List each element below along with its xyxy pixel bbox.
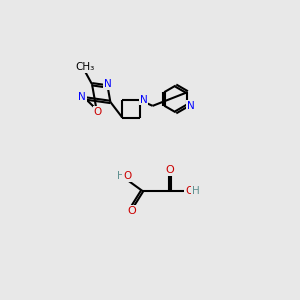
Text: N: N — [104, 79, 112, 89]
Text: O: O — [123, 171, 131, 182]
Text: N: N — [187, 100, 195, 111]
Text: H: H — [117, 171, 124, 182]
Text: H: H — [192, 186, 200, 196]
Text: N: N — [79, 92, 86, 102]
Text: O: O — [128, 206, 136, 216]
Text: O: O — [166, 165, 174, 175]
Text: O: O — [185, 186, 193, 196]
Text: CH₃: CH₃ — [76, 62, 95, 72]
Text: O: O — [94, 107, 102, 117]
Text: N: N — [140, 94, 147, 105]
